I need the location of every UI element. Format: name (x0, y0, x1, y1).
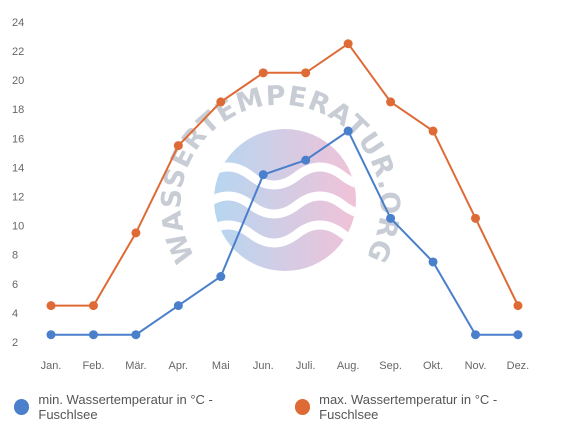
data-point-max[interactable] (216, 97, 226, 107)
data-point-max[interactable] (258, 68, 268, 78)
y-tick-label: 16 (12, 133, 24, 145)
data-point-min[interactable] (88, 330, 98, 340)
x-tick-label: Mär. (125, 360, 146, 372)
data-point-max[interactable] (513, 301, 523, 311)
legend-item-max[interactable]: max. Wassertemperatur in °C - Fuschlsee (294, 392, 551, 422)
watermark-logo: WASSERTEMPERATUR.ORG (156, 80, 404, 271)
data-point-min[interactable] (513, 330, 523, 340)
data-point-min[interactable] (343, 126, 353, 136)
legend-marker-min (14, 399, 30, 415)
x-tick-label: Dez. (507, 360, 530, 372)
data-point-max[interactable] (428, 126, 438, 136)
y-tick-label: 10 (12, 221, 24, 233)
x-tick-label: Okt. (423, 360, 443, 372)
x-axis: Jan. Feb. Mär. Apr. Mai Jun. Juli. Aug. Sep. Okt.… (41, 360, 530, 372)
x-tick-label: Nov. (465, 360, 487, 372)
data-point-min[interactable] (386, 213, 396, 223)
chart-area: WASSERTEMPERATUR.ORG 2468101214161820222… (12, 17, 530, 372)
y-tick-label: 24 (12, 17, 24, 29)
legend: min. Wassertemperatur in °C - Fuschlsee … (0, 392, 565, 422)
data-point-min[interactable] (471, 330, 480, 340)
y-tick-label: 8 (12, 250, 18, 262)
data-point-max[interactable] (386, 97, 396, 107)
data-point-min[interactable] (301, 155, 311, 165)
x-tick-label: Juli. (296, 360, 316, 372)
x-tick-label: Sep. (379, 360, 402, 372)
y-tick-label: 12 (12, 192, 24, 204)
y-tick-label: 2 (12, 337, 18, 349)
x-tick-label: Apr. (169, 360, 189, 372)
x-tick-label: Jan. (41, 360, 62, 372)
data-point-max[interactable] (343, 39, 353, 49)
data-point-min[interactable] (46, 330, 56, 340)
series-line-max (51, 42, 519, 307)
y-tick-label: 6 (12, 279, 18, 291)
legend-label-max: max. Wassertemperatur in °C - Fuschlsee (319, 392, 498, 422)
y-tick-label: 14 (12, 162, 24, 174)
legend-label-min: min. Wassertemperatur in °C - Fuschlsee (38, 392, 213, 422)
legend-item-min[interactable]: min. Wassertemperatur in °C - Fuschlsee (14, 392, 267, 422)
data-point-max[interactable] (88, 301, 98, 311)
data-point-min[interactable] (131, 330, 141, 340)
y-tick-label: 22 (12, 46, 24, 58)
data-point-min[interactable] (258, 170, 268, 180)
legend-marker-max (294, 399, 311, 415)
x-tick-label: Mai (212, 360, 230, 372)
data-point-max[interactable] (173, 141, 183, 151)
x-tick-label: Aug. (337, 360, 360, 372)
data-point-min[interactable] (216, 272, 226, 282)
data-point-max[interactable] (301, 68, 311, 78)
y-tick-label: 4 (12, 308, 18, 320)
series-line-min (51, 129, 518, 336)
watermark-waves-icon (214, 162, 356, 248)
x-tick-label: Feb. (82, 360, 104, 372)
data-point-min[interactable] (173, 301, 183, 311)
y-tick-label: 18 (12, 104, 24, 116)
series-layer (46, 39, 523, 340)
data-point-max[interactable] (471, 213, 480, 223)
y-tick-label: 20 (12, 75, 24, 87)
data-point-max[interactable] (131, 228, 141, 238)
x-tick-label: Jun. (253, 360, 274, 372)
data-point-max[interactable] (46, 301, 56, 311)
data-point-min[interactable] (428, 257, 438, 267)
